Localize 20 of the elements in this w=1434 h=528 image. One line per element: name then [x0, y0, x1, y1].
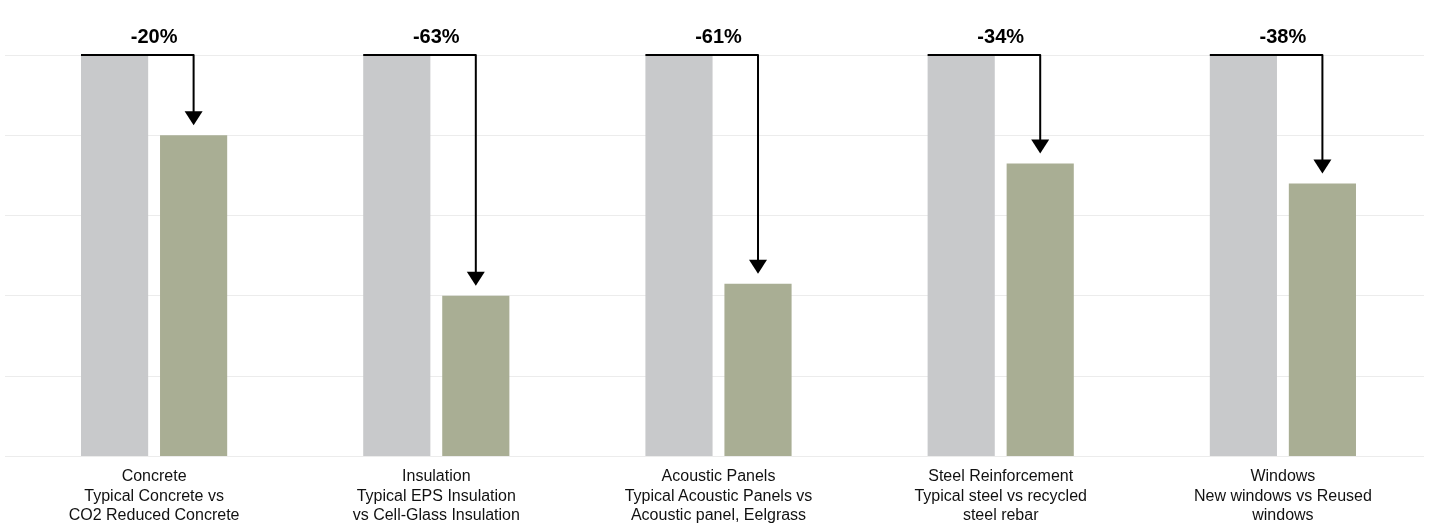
x-tick-label: Windows New windows vs Reused windows: [1193, 467, 1372, 523]
x-tick-label: Steel Reinforcement Typical steel vs recycled steel rebar: [914, 467, 1087, 523]
x-tick-label: Concrete Typical Concrete vs CO2 Reduced Concrete: [68, 467, 240, 523]
bar: [927, 55, 995, 456]
bar: [363, 55, 431, 456]
bar: [81, 55, 149, 456]
bar: [442, 295, 510, 456]
bar: [160, 135, 228, 456]
text: -38%: [1259, 24, 1307, 47]
x-tick-label: Acoustic Panels Typical Acoustic Panels vs Acoustic panel, Eelgrass: [624, 467, 813, 523]
text: -63%: [412, 24, 460, 47]
text: -61%: [695, 24, 743, 47]
bar: [1209, 55, 1277, 456]
x-tick-label: Insulation Typical EPS Insulation vs Cell-Glass Insulation: [352, 467, 520, 523]
text: -20%: [130, 24, 178, 47]
bar: [1006, 163, 1074, 456]
bar: [1288, 183, 1356, 456]
bar: [724, 283, 792, 456]
bar: [645, 55, 713, 456]
text: -34%: [977, 24, 1025, 47]
